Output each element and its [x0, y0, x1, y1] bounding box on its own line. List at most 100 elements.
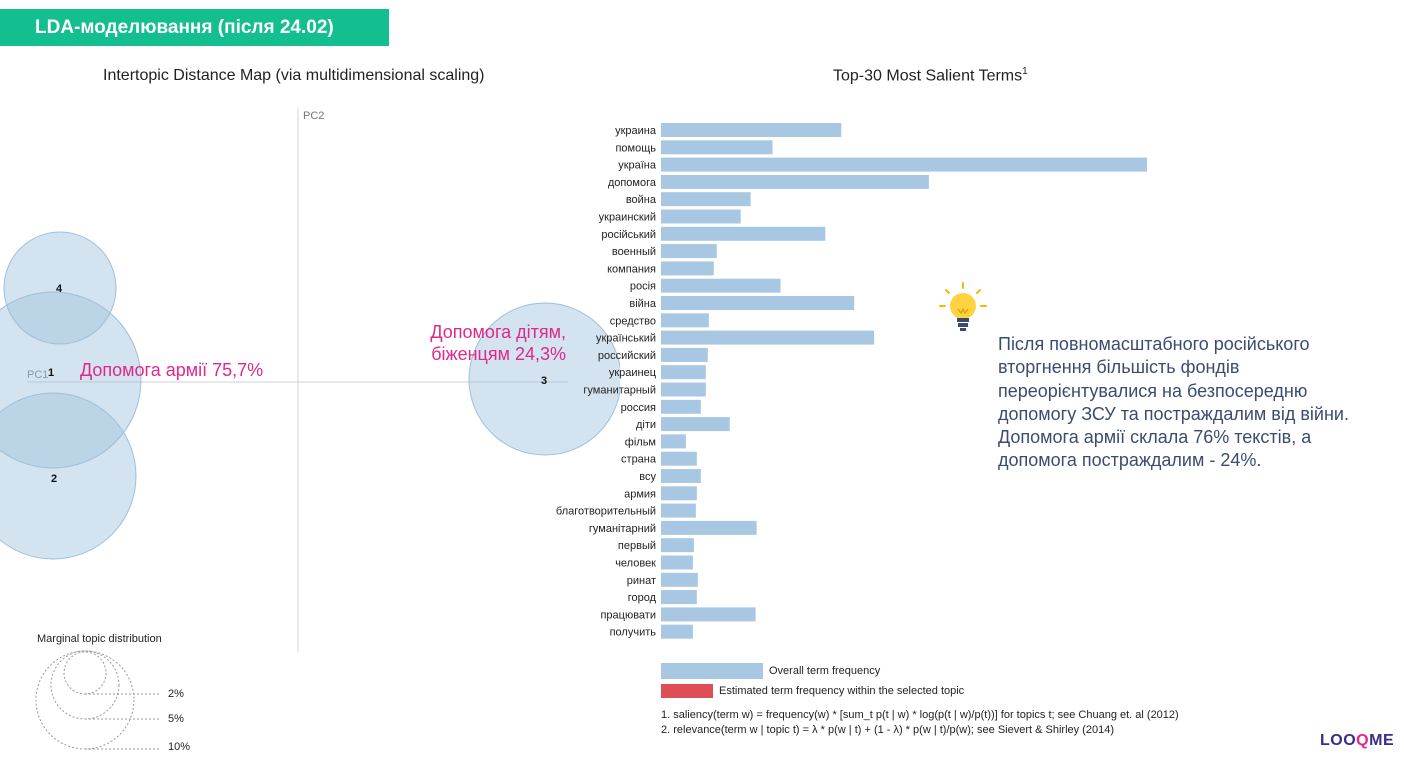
note-saliency: 1. saliency(term w) = frequency(w) * [su…	[661, 709, 1179, 721]
term-label-6: російський	[601, 229, 656, 241]
insight-text: Після повномасштабного російського вторг…	[998, 334, 1349, 471]
term-label-20: всу	[639, 471, 656, 483]
topic-circle-1[interactable]	[0, 291, 142, 469]
term-bar-23[interactable]	[661, 520, 757, 535]
pc1-axis-label: PC1	[27, 369, 48, 381]
term-label-19: страна	[621, 454, 657, 466]
section-title-badge: LDA-моделювання (після 24.02)	[0, 9, 389, 46]
topic-label-3: 3	[541, 375, 547, 387]
term-bar-1[interactable]	[661, 140, 773, 155]
term-bar-20[interactable]	[661, 469, 701, 483]
logo-part2: Q	[1356, 732, 1370, 749]
term-label-18: фільм	[625, 436, 656, 448]
term-bar-0[interactable]	[661, 123, 842, 137]
term-label-26: ринат	[627, 575, 656, 587]
marginal-title: Marginal topic distribution	[37, 633, 162, 645]
term-label-16: россия	[621, 402, 656, 414]
term-bar-7[interactable]	[661, 244, 717, 259]
salient-terms-title-sup: 1	[1022, 66, 1028, 77]
term-label-5: украинский	[599, 212, 656, 224]
formula-notes: 1. saliency(term w) = frequency(w) * [su…	[661, 708, 1179, 738]
term-label-23: гуманітарний	[589, 523, 656, 535]
term-label-3: допомога	[608, 177, 657, 189]
term-label-25: человек	[615, 558, 656, 570]
term-bar-15[interactable]	[661, 382, 706, 397]
bars-group: украина помощь україна допомога война украинс…	[556, 123, 1148, 639]
salient-terms-title-wrap: Top-30 Most Salient Terms1	[833, 66, 1028, 85]
term-bar-26[interactable]	[661, 572, 698, 587]
marginal-label-5pct: 5%	[168, 713, 184, 725]
term-label-21: армия	[624, 488, 656, 500]
term-label-2: україна	[618, 160, 657, 172]
section-title: LDA-моделювання (після 24.02)	[35, 16, 334, 38]
legend-estimated-label: Estimated term frequency within the sele…	[719, 685, 965, 697]
term-bar-10[interactable]	[661, 296, 855, 310]
intertopic-map-title: Intertopic Distance Map (via multidimens…	[103, 67, 485, 84]
legend-estimated: Estimated term frequency within the sele…	[661, 684, 964, 698]
term-label-0: украина	[615, 125, 657, 137]
marginal-label-2pct: 2%	[168, 688, 184, 700]
legend-overall-swatch	[661, 663, 763, 679]
term-bar-28[interactable]	[661, 607, 756, 622]
term-bar-21[interactable]	[661, 486, 697, 501]
legend-estimated-swatch	[661, 684, 713, 698]
term-bar-25[interactable]	[661, 555, 693, 570]
term-bar-17[interactable]	[661, 417, 730, 432]
looqme-logo: LOOQME	[1320, 732, 1394, 750]
topic-circle-2[interactable]	[0, 392, 137, 560]
annotation-children-line1: Допомога дітям,	[430, 322, 566, 342]
term-label-29: получить	[610, 627, 657, 639]
legend-overall-label: Overall term frequency	[769, 665, 881, 677]
term-label-13: российский	[598, 350, 656, 362]
term-bar-13[interactable]	[661, 347, 708, 362]
term-bar-11[interactable]	[661, 313, 709, 328]
lightbulb-icon	[939, 282, 987, 331]
topic-circle-4[interactable]	[3, 231, 117, 345]
logo-part3: ME	[1369, 732, 1395, 749]
term-label-17: діти	[636, 419, 656, 431]
term-label-22: благотворительный	[556, 506, 656, 518]
topic-label-1: 1	[48, 367, 54, 379]
term-bar-2[interactable]	[661, 157, 1148, 172]
term-bar-4[interactable]	[661, 192, 751, 207]
annotation-army: Допомога армії 75,7%	[80, 360, 264, 380]
topic-label-4: 4	[56, 283, 63, 295]
topic-circle-3[interactable]	[468, 302, 620, 456]
term-bar-5[interactable]	[661, 209, 741, 224]
term-bar-16[interactable]	[661, 399, 701, 414]
term-bar-8[interactable]	[661, 261, 714, 276]
legend-overall: Overall term frequency	[661, 663, 880, 679]
term-label-9: росія	[630, 281, 656, 293]
term-bar-6[interactable]	[661, 226, 826, 241]
note-relevance: 2. relevance(term w | topic t) = λ * p(w…	[661, 724, 1114, 736]
term-label-27: город	[628, 592, 657, 604]
term-bar-9[interactable]	[661, 278, 781, 293]
term-bar-22[interactable]	[661, 503, 696, 518]
salient-terms-title: Top-30 Most Salient Terms	[833, 67, 1023, 85]
term-label-28: працювати	[600, 609, 656, 621]
term-label-24: первый	[618, 540, 656, 552]
term-bar-29[interactable]	[661, 624, 693, 639]
term-bar-12[interactable]	[661, 330, 875, 345]
term-bar-27[interactable]	[661, 590, 697, 605]
term-label-10: війна	[629, 298, 657, 310]
annotation-children: Допомога дітям, біженцям 24,3%	[406, 321, 566, 365]
intertopic-distance-map: PC2 PC1 1 2 3 4 2% 5% 10%	[0, 108, 620, 753]
term-label-14: украинец	[609, 367, 657, 379]
term-bar-3[interactable]	[661, 174, 929, 189]
term-bar-19[interactable]	[661, 451, 697, 466]
term-label-8: компания	[607, 263, 656, 275]
term-label-12: український	[596, 333, 656, 345]
term-label-1: помощь	[615, 142, 656, 154]
term-label-11: средство	[610, 315, 656, 327]
pc2-axis-label: PC2	[303, 110, 324, 122]
topic-label-2: 2	[51, 473, 57, 485]
term-bar-18[interactable]	[661, 434, 686, 449]
term-label-4: война	[626, 194, 657, 206]
term-label-15: гуманитарный	[583, 385, 656, 397]
term-bar-24[interactable]	[661, 538, 694, 553]
marginal-label-10pct: 10%	[168, 741, 190, 753]
term-bar-14[interactable]	[661, 365, 706, 380]
annotation-children-line2: біженцям 24,3%	[431, 344, 566, 364]
